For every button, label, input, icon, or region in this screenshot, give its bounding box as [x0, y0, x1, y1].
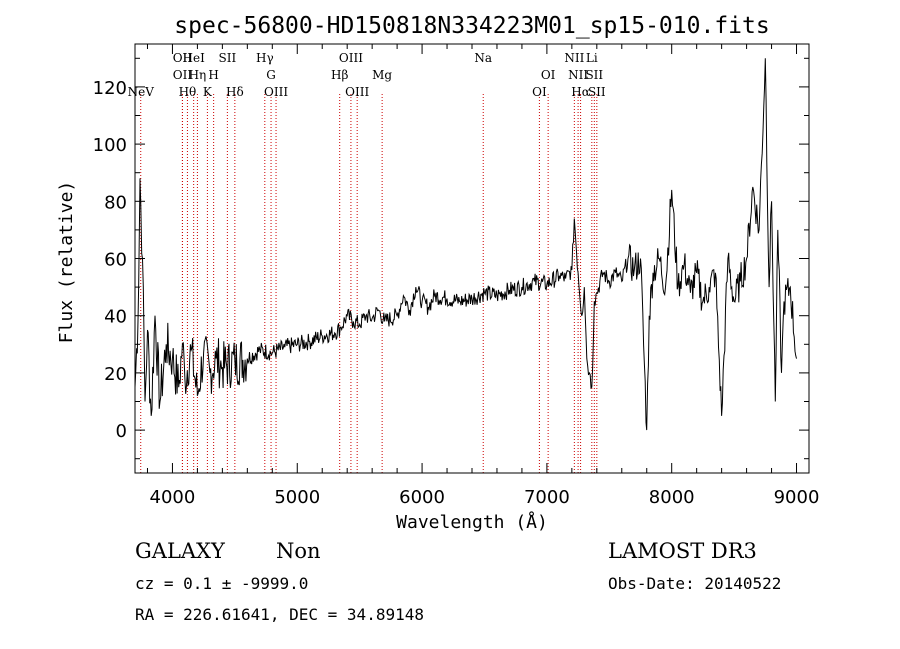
- x-tick-label: 8000: [649, 487, 695, 508]
- spectral-line-label: Li: [586, 51, 598, 65]
- spectral-line-label: Hθ: [179, 85, 197, 99]
- spectral-line-label: Hγ: [256, 51, 274, 65]
- y-tick-label: 40: [104, 307, 127, 328]
- spectral-line-label: SII: [219, 51, 237, 65]
- spectral-line-label: NII: [568, 68, 588, 82]
- spectral-line-label: OI: [541, 68, 556, 82]
- ra-dec: RA = 226.61641, DEC = 34.89148: [135, 605, 424, 624]
- redshift-cz: cz = 0.1 ± -9999.0: [135, 574, 308, 593]
- y-tick-label: 100: [93, 135, 127, 156]
- y-tick-label: 20: [104, 364, 127, 385]
- observation-date: Obs-Date: 20140522: [608, 574, 781, 593]
- object-class: GALAXY: [135, 539, 226, 563]
- y-tick-label: 120: [93, 78, 127, 99]
- spectral-line-label: NeV: [128, 85, 155, 99]
- x-tick-label: 9000: [774, 487, 820, 508]
- spectral-line-label: HeI: [183, 51, 206, 65]
- y-tick-label: 0: [116, 421, 127, 442]
- plot-frame: [134, 43, 810, 474]
- spectral-line-label: OIII: [339, 51, 363, 65]
- y-axis-label: Flux (relative): [56, 181, 77, 344]
- spectral-line-label: K: [203, 85, 213, 99]
- spectral-line-label: G: [266, 68, 276, 82]
- spectral-line-label: Hα: [571, 85, 590, 99]
- spectral-line-label: Hδ: [226, 85, 244, 99]
- x-tick-label: 7000: [524, 487, 570, 508]
- chart-title: spec-56800-HD150818N334223M01_sp15-010.f…: [174, 13, 769, 39]
- x-tick-label: 6000: [399, 487, 445, 508]
- spectral-line-markers: [140, 94, 598, 473]
- spectral-line-label: OIII: [264, 85, 288, 99]
- spectral-line-label: OII: [173, 51, 193, 65]
- spectral-line-label: OII: [173, 68, 193, 82]
- spectral-line-label: OI: [532, 85, 547, 99]
- spectral-line-label: NII: [564, 51, 584, 65]
- spectral-line-label: Hη: [189, 68, 207, 82]
- spectral-line-label: SII: [585, 68, 603, 82]
- x-tick-label: 5000: [274, 487, 320, 508]
- spectral-line-label: OIII: [345, 85, 369, 99]
- x-axis-ticks: 4000 5000 6000 7000 8000 9000: [146, 44, 820, 508]
- y-tick-label: 60: [104, 250, 127, 271]
- y-axis-ticks: 0 20 40 60 80 100 120: [93, 57, 809, 460]
- spectral-line-label: H: [208, 68, 218, 82]
- spectral-line-labels: NeVOIIOIIHθHeIHηKHSIIHδHγGOIIIHβOIIIOIII…: [128, 51, 606, 99]
- object-subclass: Non: [276, 539, 321, 563]
- spectral-line-label: Mg: [372, 68, 392, 82]
- x-axis-label: Wavelength (Å): [396, 511, 548, 533]
- spectral-line-label: Na: [474, 51, 492, 65]
- spectral-line-label: Hβ: [331, 68, 348, 82]
- x-tick-label: 4000: [150, 487, 196, 508]
- survey-name: LAMOST DR3: [608, 539, 757, 563]
- y-tick-label: 80: [104, 192, 127, 213]
- spectral-line-label: SII: [588, 85, 606, 99]
- spectrum-line: [134, 58, 797, 431]
